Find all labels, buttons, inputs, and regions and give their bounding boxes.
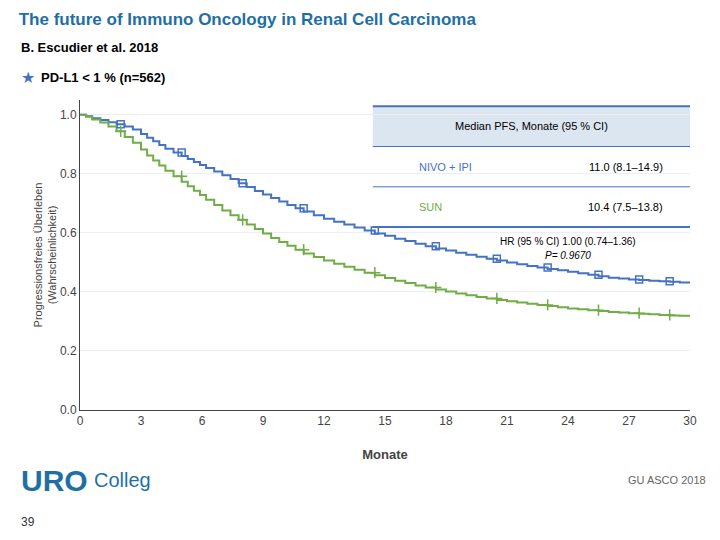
svg-text:PD-L1 < 1 % (n=562): PD-L1 < 1 % (n=562): [41, 70, 165, 85]
svg-text:10.4 (7.5–13.8): 10.4 (7.5–13.8): [588, 201, 663, 213]
svg-text:6: 6: [199, 414, 206, 428]
svg-text:Median PFS, Monate (95 % CI): Median PFS, Monate (95 % CI): [455, 120, 608, 132]
svg-text:0.2: 0.2: [60, 344, 77, 358]
svg-text:18: 18: [439, 414, 453, 428]
svg-text:Monate: Monate: [362, 447, 408, 462]
svg-text:B. Escudier et al. 2018: B. Escudier et al. 2018: [21, 40, 158, 55]
svg-text:3: 3: [138, 414, 145, 428]
svg-text:15: 15: [378, 414, 392, 428]
svg-text:The future of Immuno Oncology: The future of Immuno Oncology in Renal C…: [19, 10, 477, 29]
svg-text:URO: URO: [21, 464, 88, 497]
svg-text:★: ★: [21, 68, 35, 87]
svg-text:11.0 (8.1–14.9): 11.0 (8.1–14.9): [589, 161, 663, 173]
svg-text:HR (95 % CI) 1.00 (0.74–1.36): HR (95 % CI) 1.00 (0.74–1.36): [500, 236, 636, 247]
svg-text:9: 9: [260, 414, 267, 428]
svg-text:27: 27: [622, 414, 636, 428]
svg-text:0.6: 0.6: [60, 226, 77, 240]
svg-text:12: 12: [317, 414, 331, 428]
svg-text:24: 24: [561, 414, 575, 428]
svg-text:30: 30: [683, 414, 697, 428]
svg-text:SUN: SUN: [419, 201, 442, 213]
svg-text:Colleg: Colleg: [94, 469, 151, 491]
svg-text:0: 0: [77, 414, 84, 428]
svg-text:P= 0.9670: P= 0.9670: [545, 250, 591, 261]
svg-text:NIVO + IPI: NIVO + IPI: [419, 161, 472, 173]
svg-text:39: 39: [21, 515, 35, 529]
svg-text:0.8: 0.8: [60, 167, 77, 181]
svg-text:1.0: 1.0: [60, 108, 77, 122]
svg-text:0.0: 0.0: [60, 403, 77, 417]
svg-text:Progressionsfreies Überleben(W: Progressionsfreies Überleben(Wahrscheinl…: [32, 183, 58, 328]
svg-text:21: 21: [500, 414, 514, 428]
svg-text:0.4: 0.4: [60, 285, 77, 299]
svg-text:GU ASCO 2018: GU ASCO 2018: [628, 474, 706, 486]
